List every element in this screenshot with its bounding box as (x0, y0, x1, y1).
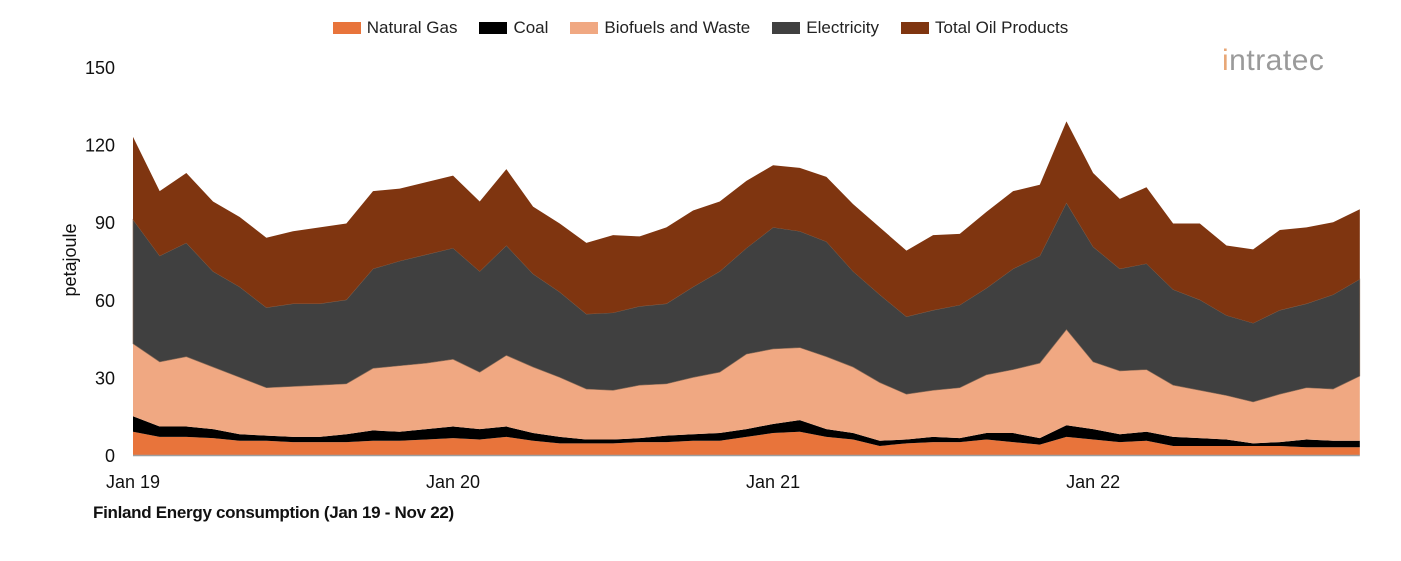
intratec-logo: intratec (1222, 44, 1324, 78)
area-total-oil-products (133, 121, 1360, 324)
legend-item[interactable]: Coal (479, 18, 548, 38)
legend-item[interactable]: Electricity (772, 18, 879, 38)
y-tick-label: 0 (105, 446, 115, 466)
legend-item[interactable]: Biofuels and Waste (570, 18, 750, 38)
y-tick-label: 120 (85, 136, 115, 156)
x-tick-label: Jan 19 (106, 472, 160, 492)
x-tick-label: Jan 21 (746, 472, 800, 492)
legend-label: Biofuels and Waste (604, 18, 751, 37)
chart-title: Finland Energy consumption (Jan 19 - Nov… (93, 503, 454, 522)
legend-swatch (772, 22, 801, 34)
y-tick-label: 60 (95, 291, 115, 311)
area-natural-gas (133, 431, 1360, 455)
legend-label: Natural Gas (366, 18, 458, 37)
y-tick-label: 30 (95, 368, 115, 388)
legend-swatch (479, 22, 508, 34)
legend-swatch (570, 22, 599, 34)
legend-label: Electricity (806, 18, 879, 37)
area-coal (133, 416, 1360, 448)
area-biofuels-and-waste (133, 329, 1360, 444)
y-tick-label: 150 (85, 58, 115, 78)
y-axis-label: petajoule (60, 223, 80, 296)
y-tick-label: 90 (95, 213, 115, 233)
x-tick-label: Jan 20 (426, 472, 480, 492)
logo-text: ntratec (1229, 44, 1325, 77)
legend-label: Total Oil Products (935, 18, 1069, 37)
legend-item[interactable]: Total Oil Products (901, 18, 1068, 38)
chart-legend: Natural Gas Coal Biofuels and Waste Electri… (0, 18, 1401, 38)
logo-accent: i (1222, 44, 1230, 77)
legend-swatch (332, 22, 361, 34)
x-tick-label: Jan 22 (1066, 472, 1120, 492)
legend-swatch (901, 22, 929, 34)
legend-label: Coal (513, 18, 549, 37)
legend-item[interactable]: Natural Gas (332, 18, 458, 38)
